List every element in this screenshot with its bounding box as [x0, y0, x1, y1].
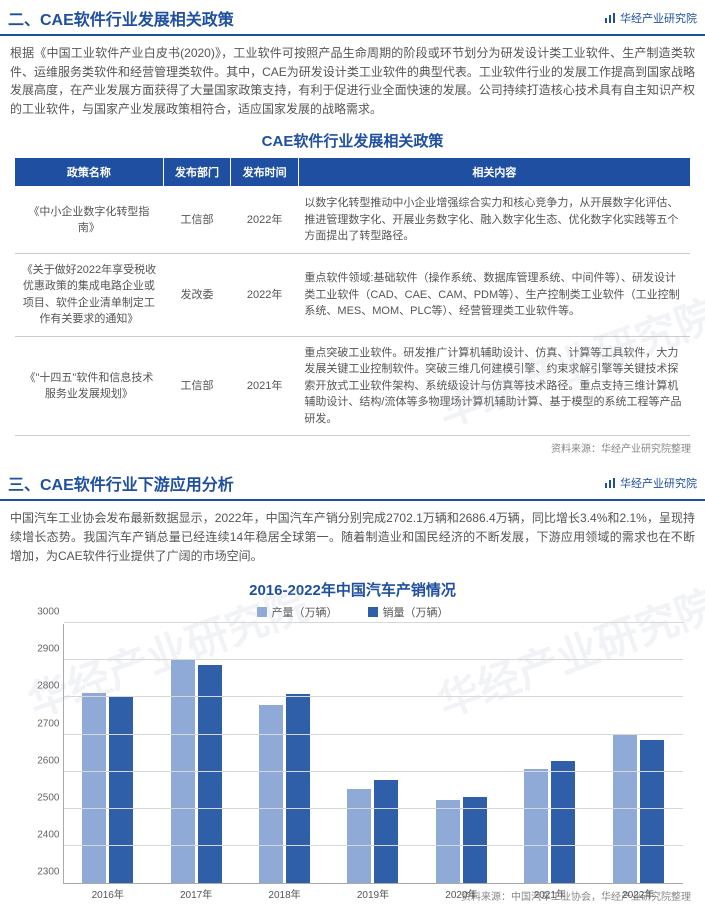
table-cell: 重点软件领域:基础软件（操作系统、数据库管理系统、中间件等）、研发设计类工业软件… [298, 253, 690, 336]
table-cell: 工信部 [163, 336, 231, 436]
publisher-badge: 华经产业研究院 [604, 475, 697, 491]
section2-title: 二、CAE软件行业发展相关政策 [8, 6, 234, 30]
y-axis-label: 2800 [26, 681, 60, 692]
table-cell: 发改委 [163, 253, 231, 336]
y-axis-label: 2600 [26, 755, 60, 766]
y-axis-label: 2500 [26, 792, 60, 803]
bar [82, 693, 106, 883]
legend-label: 产量（万辆） [272, 604, 338, 620]
chart-icon [604, 477, 616, 489]
policy-table-title: CAE软件行业发展相关政策 [0, 130, 705, 151]
bar [374, 780, 398, 883]
table-header-row: 政策名称发布部门发布时间相关内容 [15, 158, 691, 187]
chart-title: 2016-2022年中国汽车产销情况 [0, 579, 705, 600]
table-row: 《关于做好2022年享受税收优惠政策的集成电路企业或项目、软件企业清单制定工作有… [15, 253, 691, 336]
table-header-cell: 发布部门 [163, 158, 231, 187]
policy-table: 政策名称发布部门发布时间相关内容 《中小企业数字化转型指南》工信部2022年以数… [14, 157, 691, 436]
table-cell: 《关于做好2022年享受税收优惠政策的集成电路企业或项目、软件企业清单制定工作有… [15, 253, 164, 336]
grid-line [64, 771, 683, 772]
table-cell: 工信部 [163, 187, 231, 254]
x-axis-label: 2020年 [417, 886, 505, 901]
x-axis-label: 2016年 [64, 886, 152, 901]
grid-line [64, 845, 683, 846]
bar [286, 694, 310, 883]
policy-table-source: 资料来源：华经产业研究院整理 [0, 436, 705, 465]
table-row: 《"十四五"软件和信息技术服务业发展规划》工信部2021年重点突破工业软件。研发… [15, 336, 691, 436]
section3-title: 三、CAE软件行业下游应用分析 [8, 471, 234, 495]
publisher-label: 华经产业研究院 [620, 475, 697, 491]
table-header-cell: 相关内容 [298, 158, 690, 187]
bar [640, 740, 664, 883]
y-axis-label: 2400 [26, 830, 60, 841]
grid-line [64, 696, 683, 697]
table-cell: 2022年 [231, 187, 299, 254]
x-axis-label: 2017年 [152, 886, 240, 901]
section3-paragraph: 中国汽车工业协会发布最新数据显示，2022年，中国汽车产销分别完成2702.1万… [0, 509, 705, 573]
grid-line [64, 808, 683, 809]
table-cell: 重点突破工业软件。研发推广计算机辅助设计、仿真、计算等工具软件，大力发展关键工业… [298, 336, 690, 436]
grid-line [64, 659, 683, 660]
bar [463, 797, 487, 883]
legend-item: 销量（万辆） [368, 604, 449, 620]
table-cell: 以数字化转型推动中小企业增强综合实力和核心竞争力，从开展数字化评估、推进管理数字… [298, 187, 690, 254]
table-cell: 《"十四五"软件和信息技术服务业发展规划》 [15, 336, 164, 436]
bar [436, 800, 460, 883]
table-cell: 《中小企业数字化转型指南》 [15, 187, 164, 254]
legend-label: 销量（万辆） [383, 604, 449, 620]
table-header-cell: 政策名称 [15, 158, 164, 187]
chart-legend: 产量（万辆） 销量（万辆） [0, 604, 705, 620]
legend-item: 产量（万辆） [257, 604, 338, 620]
bar [551, 761, 575, 883]
publisher-badge: 华经产业研究院 [604, 10, 697, 26]
chart-icon [604, 12, 616, 24]
section3-header: 三、CAE软件行业下游应用分析 华经产业研究院 [0, 465, 705, 501]
grid-line [64, 622, 683, 623]
x-axis-label: 2021年 [506, 886, 594, 901]
table-row: 《中小企业数字化转型指南》工信部2022年以数字化转型推动中小企业增强综合实力和… [15, 187, 691, 254]
bar [524, 769, 548, 883]
y-axis-label: 2300 [26, 867, 60, 878]
y-axis-label: 3000 [26, 607, 60, 618]
bar [109, 696, 133, 883]
y-axis-label: 2900 [26, 644, 60, 655]
section2-header: 二、CAE软件行业发展相关政策 华经产业研究院 [0, 0, 705, 36]
bar [347, 789, 371, 883]
y-axis-label: 2700 [26, 718, 60, 729]
x-axis-label: 2022年 [594, 886, 682, 901]
x-axis-label: 2019年 [329, 886, 417, 901]
publisher-label: 华经产业研究院 [620, 10, 697, 26]
table-cell: 2021年 [231, 336, 299, 436]
table-cell: 2022年 [231, 253, 299, 336]
x-axis-label: 2018年 [240, 886, 328, 901]
bar-chart: 2016年2017年2018年2019年2020年2021年2022年 2300… [23, 624, 683, 884]
bar [198, 665, 222, 883]
legend-swatch [257, 607, 267, 617]
section2-paragraph: 根据《中国工业软件产业白皮书(2020)》，工业软件可按照产品生命周期的阶段或环… [0, 44, 705, 126]
bar [259, 705, 283, 884]
grid-line [64, 734, 683, 735]
legend-swatch [368, 607, 378, 617]
table-header-cell: 发布时间 [231, 158, 299, 187]
